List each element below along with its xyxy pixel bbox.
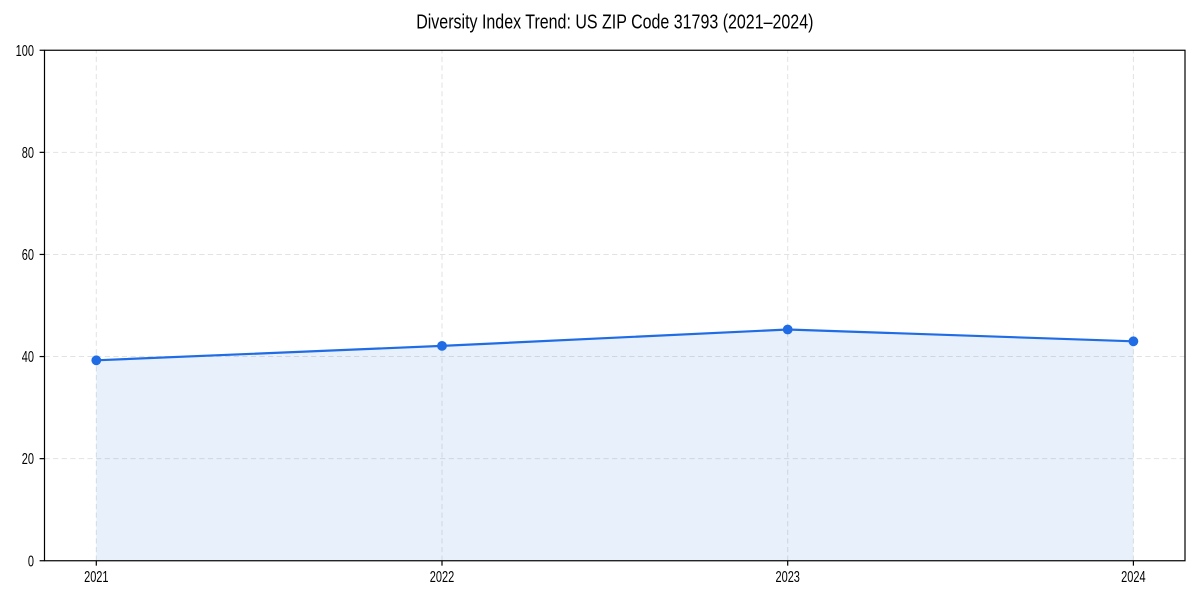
svg-text:80: 80: [22, 144, 34, 161]
svg-text:2022: 2022: [430, 568, 454, 585]
svg-text:20: 20: [22, 450, 34, 467]
svg-text:0: 0: [28, 552, 34, 569]
svg-text:100: 100: [16, 42, 34, 59]
svg-text:40: 40: [22, 348, 34, 365]
svg-text:60: 60: [22, 246, 34, 263]
svg-text:Diversity Index Trend: US ZIP: Diversity Index Trend: US ZIP Code 31793…: [416, 11, 813, 33]
svg-text:2021: 2021: [84, 568, 108, 585]
svg-text:2024: 2024: [1121, 568, 1146, 585]
svg-text:2023: 2023: [775, 568, 799, 585]
